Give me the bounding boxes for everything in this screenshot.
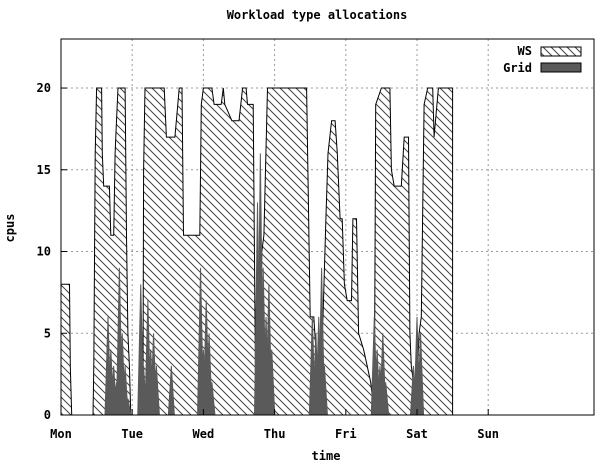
x-tick-label: Sun [477, 427, 499, 441]
y-tick-label: 10 [37, 245, 51, 259]
x-tick-label: Mon [50, 427, 72, 441]
legend: WS Grid [503, 44, 582, 75]
x-tick-labels: Mon Tue Wed Thu Fri Sat Sun [50, 427, 499, 441]
chart-title: Workload type allocations [227, 8, 408, 22]
x-tick-label: Fri [335, 427, 357, 441]
y-tick-label: 0 [44, 408, 51, 422]
x-axis-title: time [312, 449, 341, 463]
x-tick-label: Sat [406, 427, 428, 441]
x-tick-label: Tue [121, 427, 143, 441]
legend-label-ws: WS [518, 44, 532, 58]
x-tick-label: Thu [264, 427, 286, 441]
legend-swatch-grid [540, 62, 582, 73]
y-tick-label: 20 [37, 81, 51, 95]
plot-frame [60, 38, 595, 416]
plot-border [60, 38, 595, 416]
x-tick-label: Wed [193, 427, 215, 441]
legend-swatch-ws [540, 46, 582, 57]
legend-label-grid: Grid [503, 61, 532, 75]
y-tick-label: 5 [44, 326, 51, 340]
y-axis-title: cpus [3, 214, 17, 243]
y-tick-label: 15 [37, 163, 51, 177]
y-tick-labels: 0 5 10 15 20 [37, 81, 51, 422]
